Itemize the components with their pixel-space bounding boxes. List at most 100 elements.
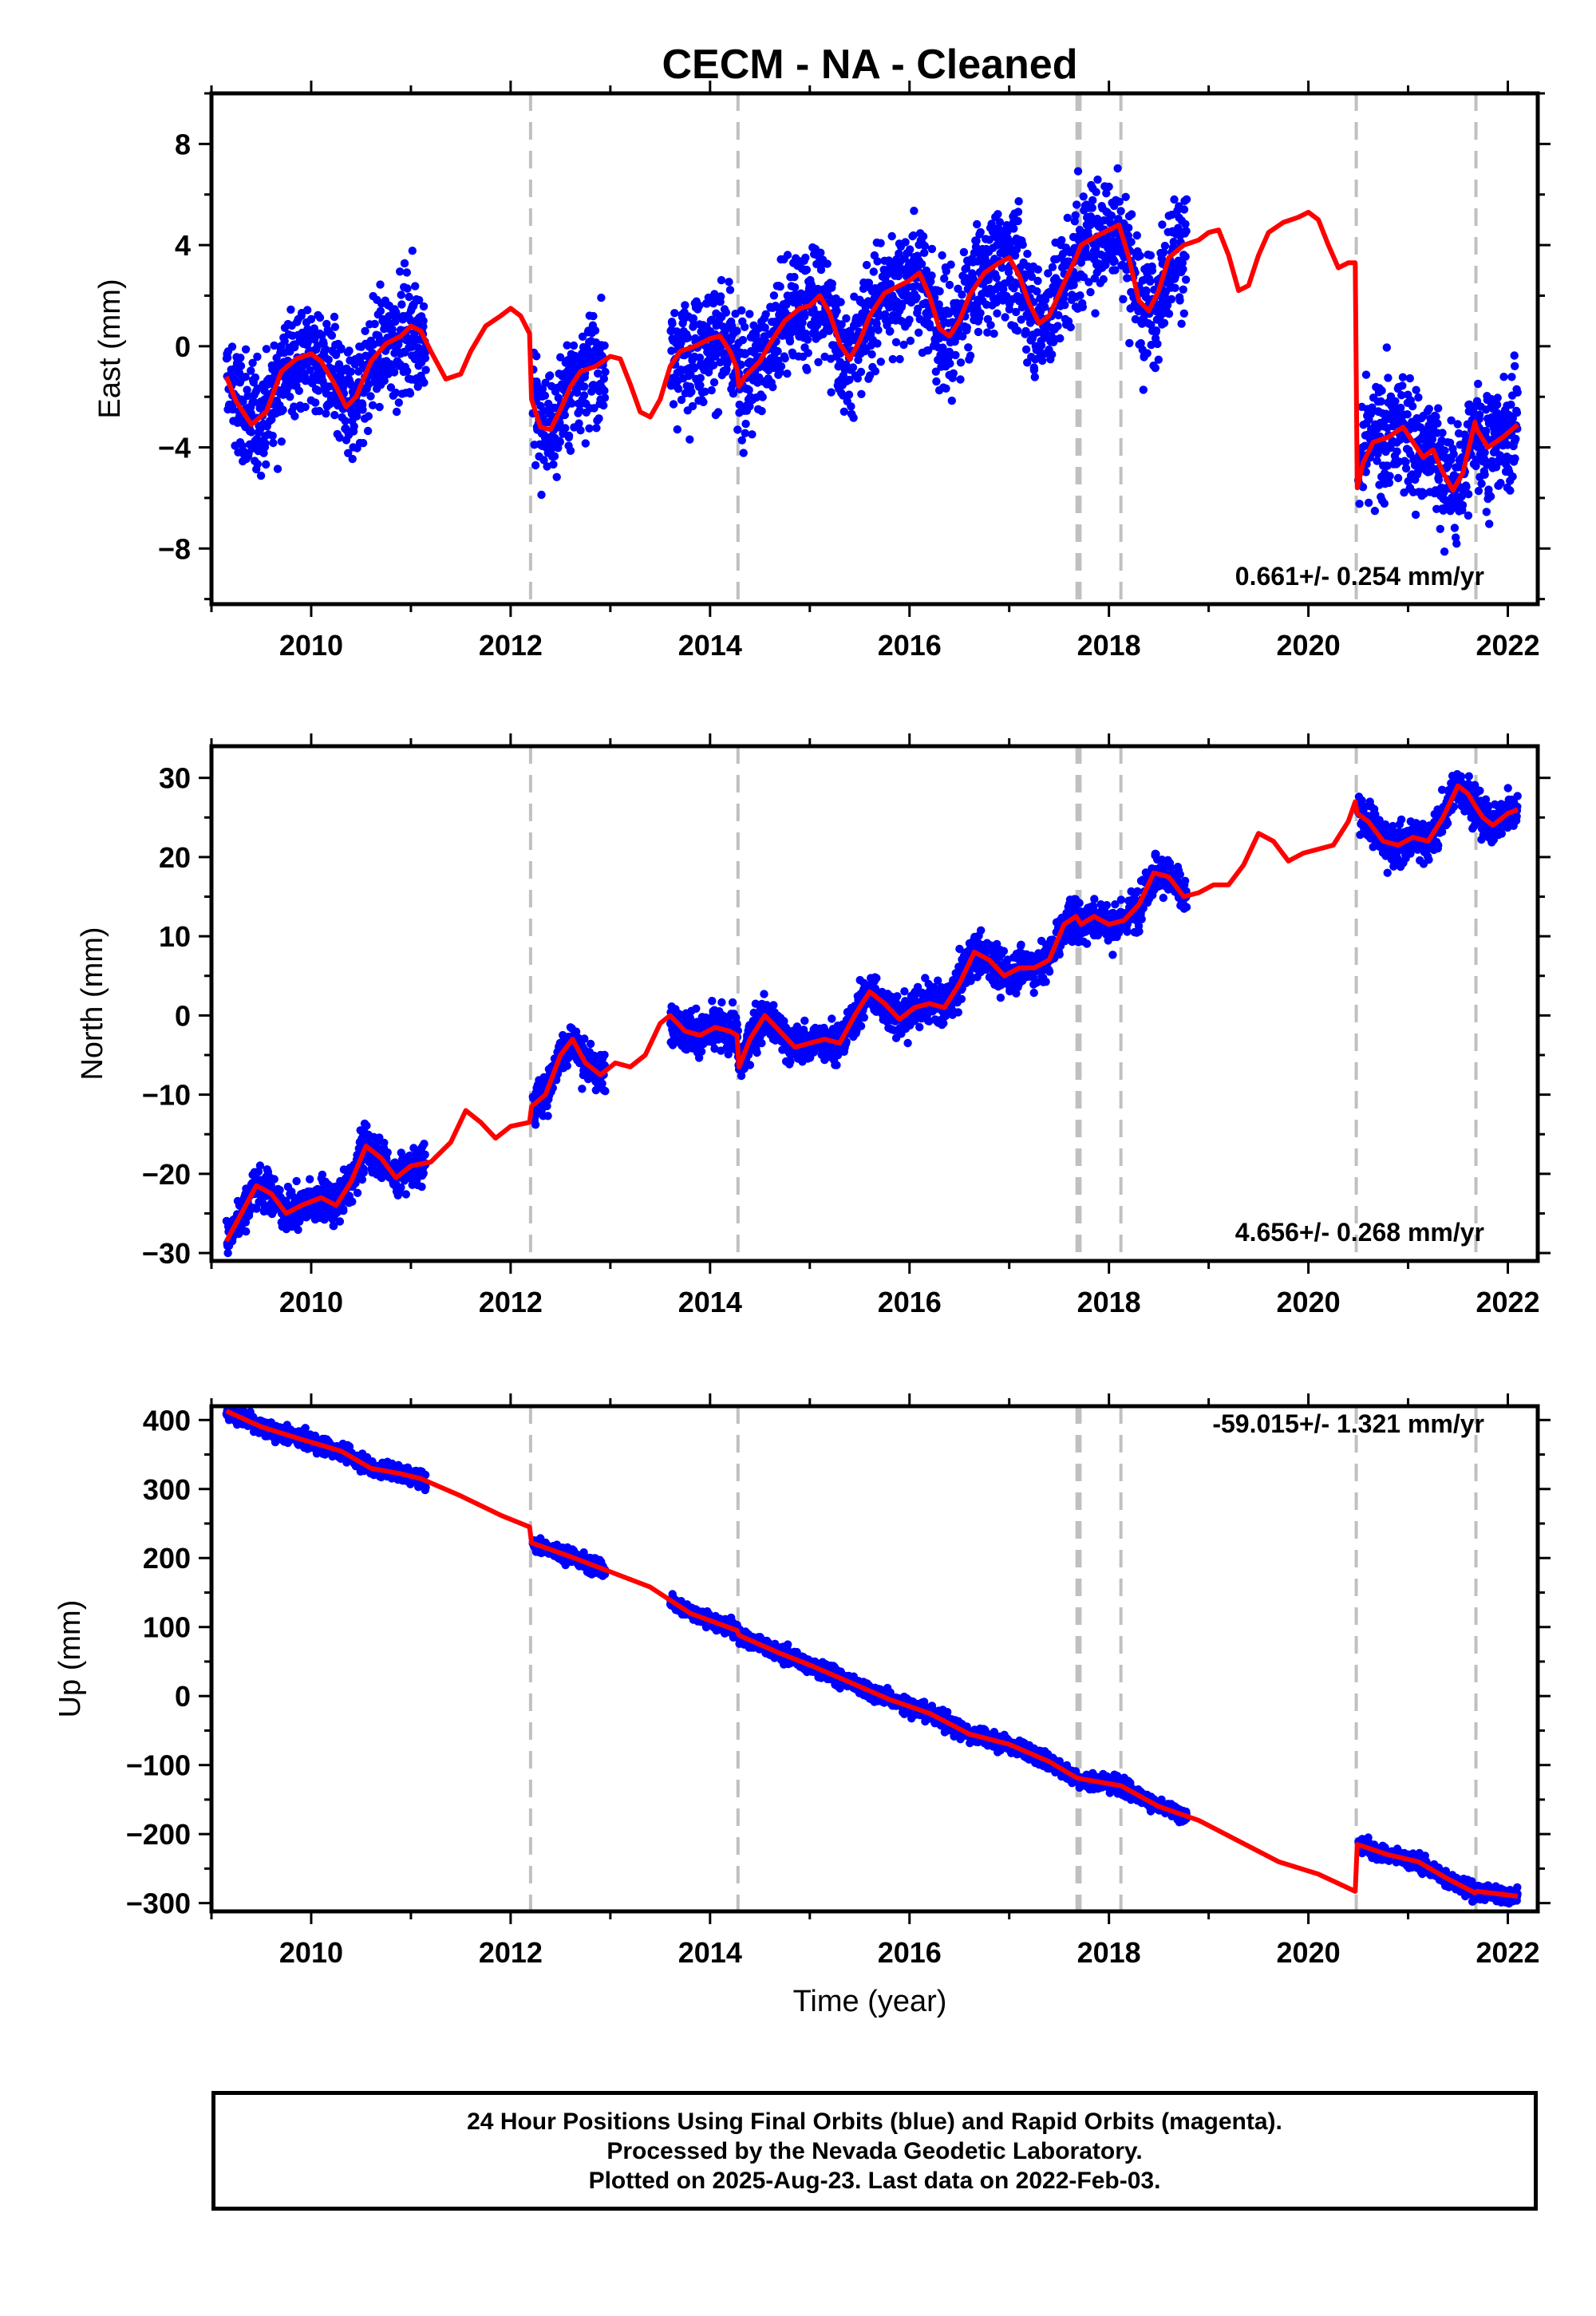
observation-point [1393,447,1401,456]
observation-point [1182,195,1191,204]
observation-point [546,371,555,380]
observation-point [769,291,779,300]
observation-point [1361,370,1371,379]
observation-point [713,408,723,417]
observation-point [667,346,676,355]
observation-point [1181,219,1190,228]
observation-point [927,271,936,280]
observation-point [1474,379,1483,389]
observation-point [895,354,904,364]
observation-point [1099,275,1108,284]
y-tick-label: 8 [175,128,191,160]
observation-point [1453,420,1462,429]
x-tick-label: 2010 [279,629,343,662]
observation-point [1088,204,1097,212]
observation-point [745,402,754,411]
observation-point [315,313,325,322]
observation-point [322,319,331,329]
observation-point [757,1038,766,1048]
observation-point [1061,301,1069,310]
observation-point [575,419,583,428]
observation-point [1511,454,1519,463]
observation-point [669,400,678,409]
observation-point [1001,313,1009,322]
observation-point [1009,224,1018,233]
observation-point [420,1140,429,1148]
observation-point [594,369,602,378]
observation-point [1370,507,1380,516]
observation-point [1411,510,1420,520]
observation-point [1436,524,1445,533]
observation-point [1506,486,1515,495]
observation-point [279,405,287,414]
x-tick-label: 2022 [1476,629,1539,662]
observation-point [361,326,369,335]
observation-point [421,354,430,362]
observation-point [776,283,784,291]
x-tick-label: 2012 [479,629,543,662]
observation-point [563,1061,571,1070]
observation-point [1458,500,1468,510]
observations-group [222,164,1522,556]
observation-point [353,1188,362,1198]
observation-point [684,334,693,342]
observation-point [251,373,260,382]
observation-point [686,370,695,379]
observation-point [873,339,882,348]
observation-point [753,1048,761,1057]
observation-point [420,378,429,387]
observation-point [1110,257,1119,266]
observation-point [886,326,895,336]
observation-point [1048,350,1057,359]
observation-point [358,1175,367,1184]
observation-point [386,383,396,392]
observation-point [1073,200,1081,209]
observation-point [561,424,570,433]
observation-point [876,358,886,366]
observation-point [673,425,681,434]
panel-north: 2010 2012 2014 2016 2018 2020 2022−30−20−10010… [76,733,1551,1318]
observation-point [993,309,1001,318]
observation-point [1391,397,1400,405]
observation-point [1424,405,1434,413]
observation-point [560,410,569,420]
observation-point [1482,426,1491,436]
observation-point [1151,363,1160,373]
observation-point [920,242,930,251]
observation-point [940,274,949,283]
observation-point [891,338,901,346]
observation-point [956,375,965,384]
observation-point [330,410,339,420]
observation-point [945,280,954,290]
observation-point [253,352,262,362]
x-tick-label: 2020 [1277,629,1341,662]
observation-point [814,358,823,366]
observation-point [962,323,972,332]
observation-point [869,267,879,276]
observation-point [543,1112,552,1120]
observation-point [1513,388,1522,397]
observation-point [383,1148,392,1157]
observation-point [268,431,277,441]
observation-point [1475,410,1484,419]
observation-point [267,415,276,424]
observation-point [1355,500,1364,508]
observation-point [1073,167,1083,176]
observation-point [688,401,697,411]
observation-point [1170,195,1179,204]
observation-point [419,302,429,311]
observation-point [745,385,753,394]
observation-point [346,367,355,376]
observation-point [255,1161,265,1170]
observation-point [1079,192,1088,201]
observation-point [893,992,902,1001]
observation-point [876,239,885,247]
observation-point [906,336,915,346]
observation-point [1511,434,1520,444]
observation-point [905,315,914,324]
observation-point [912,293,921,302]
observation-point [738,335,748,345]
observation-point [956,358,966,367]
observation-point [887,231,896,241]
observation-point [1063,213,1073,223]
